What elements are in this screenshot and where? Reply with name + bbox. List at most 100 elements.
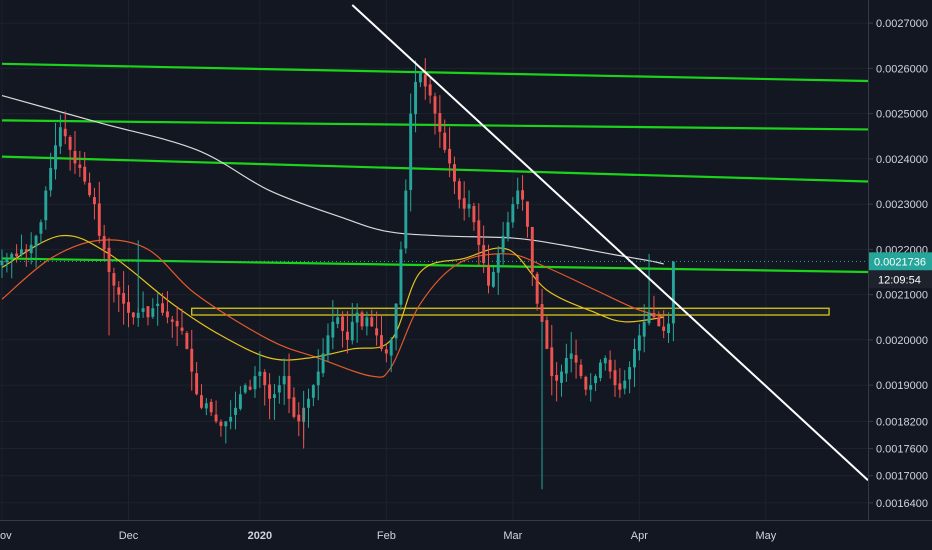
candle-body (131, 312, 135, 318)
price-tick-label: 0.0025000 (876, 109, 928, 121)
candle-body (384, 349, 388, 354)
candle-body (214, 414, 218, 422)
time-tick-label: Feb (377, 530, 396, 542)
candle-body (662, 326, 666, 331)
candle-body (487, 264, 490, 286)
candle-body (540, 304, 544, 322)
candle-body (20, 249, 23, 255)
time-tick-label: Dec (119, 530, 139, 542)
candle-body (603, 358, 607, 364)
candle-body (443, 132, 447, 150)
candle-body (535, 273, 539, 304)
candle-body (394, 303, 398, 339)
candle-body (618, 383, 622, 390)
candle-body (83, 166, 87, 182)
last-price-tag (869, 252, 932, 271)
candle-body (15, 253, 19, 257)
candle-body (10, 253, 14, 259)
candle-body (433, 96, 437, 114)
candle-body (482, 245, 486, 263)
price-tags: 0.0021736 12:09:54 (0, 252, 932, 289)
candle-body (642, 321, 646, 337)
candle-body (311, 385, 315, 398)
candle-body (414, 81, 417, 115)
candle-body (360, 312, 364, 327)
candle-body (146, 306, 150, 318)
candle-body (496, 253, 500, 273)
candle-body (282, 376, 286, 385)
candle-body (418, 72, 422, 83)
candle-body (511, 204, 515, 223)
candle-body (78, 164, 82, 168)
candle-body (506, 222, 510, 238)
support-zone-rect (191, 307, 830, 316)
candle-body (102, 236, 106, 250)
candle-body (613, 370, 617, 386)
countdown-label: 12:09:54 (878, 274, 921, 286)
candle-body (584, 376, 588, 390)
candle-body (375, 328, 379, 336)
channel-line (1, 62, 869, 83)
time-tick-label: Mar (503, 530, 522, 542)
candle-body (263, 371, 267, 386)
candle-body (467, 204, 471, 209)
price-tick-label: 0.0021000 (876, 290, 928, 302)
candle-body (448, 148, 452, 164)
price-tick-label: 0.0018200 (876, 416, 928, 428)
candle-body (180, 327, 184, 331)
candle-body (161, 303, 165, 313)
candle-body (307, 398, 310, 408)
candle-body (277, 385, 281, 393)
candle-body (652, 312, 656, 318)
candle-body (68, 136, 72, 150)
candle-body (623, 380, 627, 389)
candle-body (380, 335, 383, 349)
candle-body (253, 376, 257, 390)
candle-body (355, 312, 359, 323)
candle-body (156, 303, 160, 307)
candle-body (238, 394, 242, 409)
candle-body (647, 312, 651, 324)
candle-body (657, 317, 661, 327)
candle-body (579, 364, 583, 377)
candle-body (331, 321, 335, 338)
candle-body (29, 244, 33, 254)
candle-body (550, 347, 554, 377)
candle-body (477, 220, 481, 245)
candle-body (287, 375, 291, 399)
candle-body (321, 353, 325, 374)
last-price-label: 0.0021736 (874, 256, 926, 268)
ma-yellow-line (1, 234, 664, 361)
candle-body (258, 371, 262, 376)
candle-body (248, 386, 252, 390)
candle-body (165, 311, 169, 318)
candle-body (516, 190, 520, 205)
candle-body (423, 74, 427, 87)
candle-body (112, 273, 116, 286)
candle-body (243, 385, 247, 393)
candles (0, 58, 675, 490)
countdown-tag (869, 270, 932, 289)
candle-body (151, 308, 155, 317)
channel-line (1, 155, 869, 183)
candle-body (107, 247, 111, 273)
candle-body (44, 190, 48, 221)
candle-body (409, 113, 413, 190)
candle-body (453, 164, 456, 182)
candle-body (521, 190, 525, 200)
candle-body (336, 317, 340, 324)
candle-body (555, 374, 559, 381)
candle-body (39, 222, 43, 234)
moving-averages (1, 94, 664, 378)
candle-body (127, 302, 130, 313)
price-tick-label: 0.0027000 (876, 18, 928, 30)
candle-body (117, 287, 121, 295)
candle-body (457, 181, 461, 200)
candle-body (628, 367, 632, 380)
candle-body (428, 84, 432, 96)
candle-body (272, 394, 276, 398)
candle-body (389, 339, 393, 356)
candle-body (594, 376, 598, 384)
